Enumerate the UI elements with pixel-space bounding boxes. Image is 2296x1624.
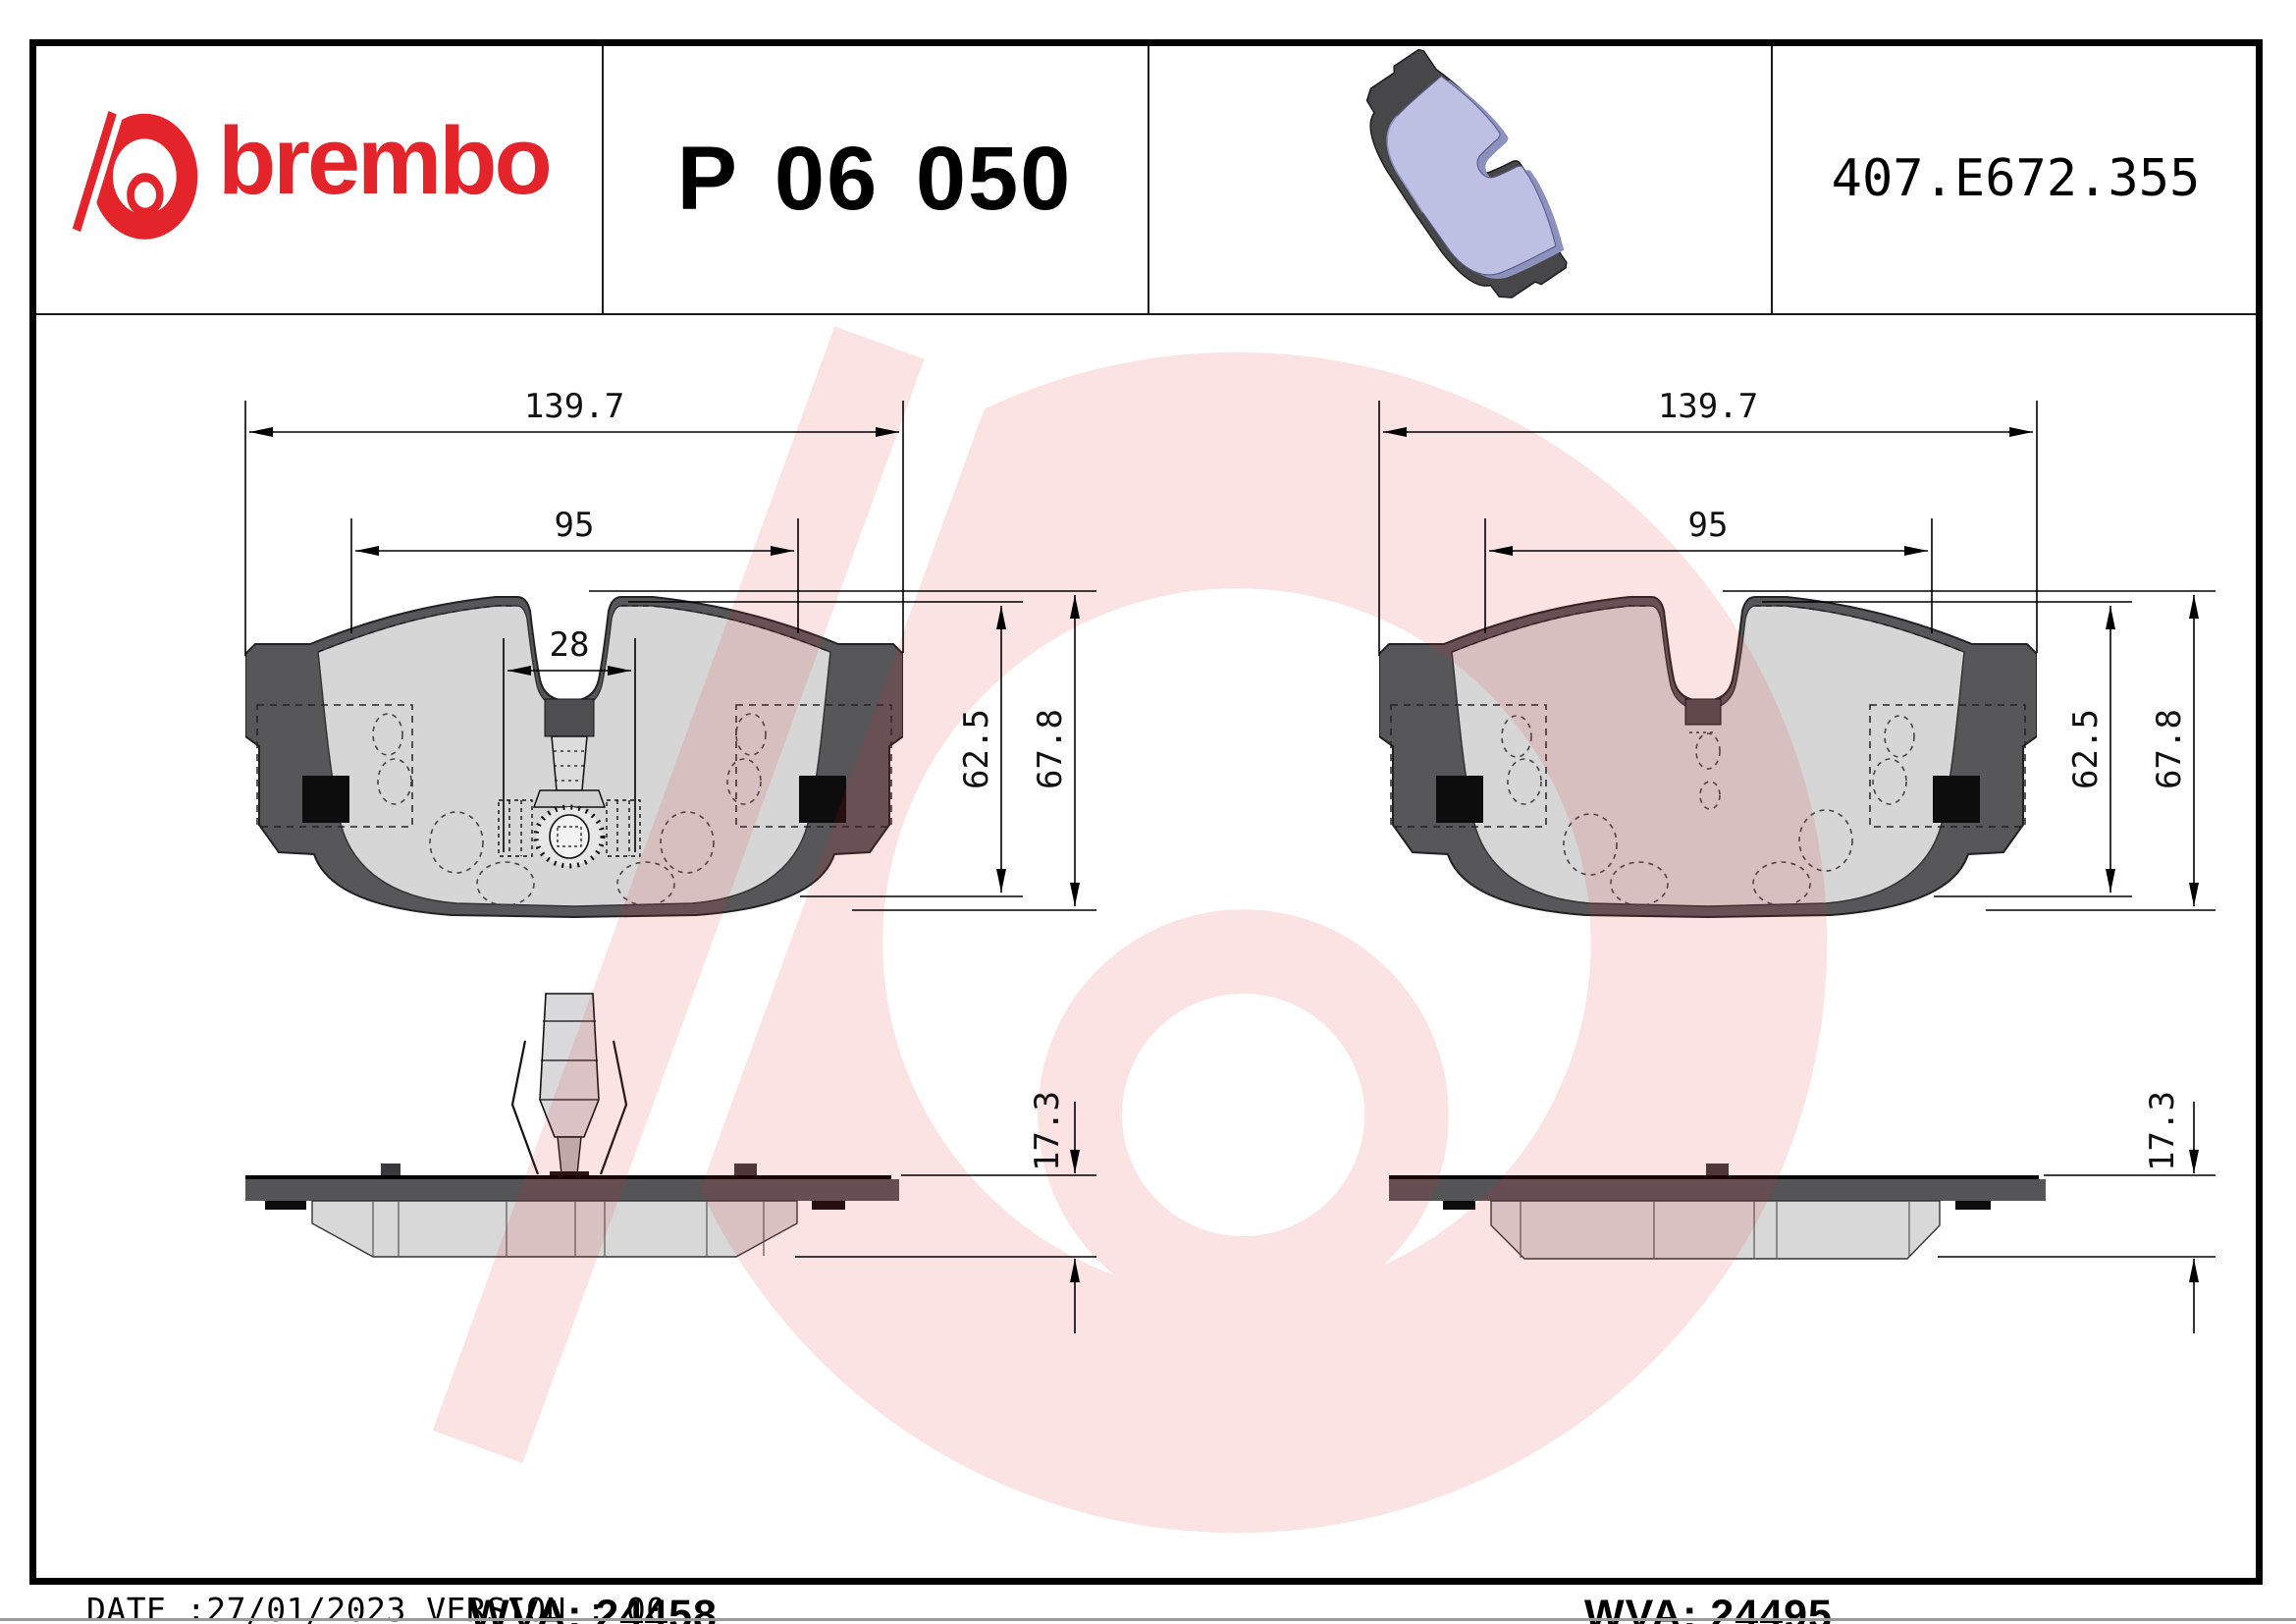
dim-left-thickness: 17.3 xyxy=(1028,1091,1067,1171)
dim-left-sensor-width: 28 xyxy=(550,625,590,665)
left-pad-side-view xyxy=(245,993,899,1258)
right-wva-qty-block: WVA: 24495 QTY: x2 xyxy=(1584,1483,1833,1624)
part-number: P 06 050 xyxy=(676,129,1073,229)
brake-pad-3d-icon xyxy=(1365,48,1568,298)
brembo-disc-logo-icon xyxy=(67,92,204,255)
dim-right-thickness: 17.3 xyxy=(2143,1091,2182,1171)
dim-right-width-total: 139.7 xyxy=(1658,387,1758,426)
brand-wordmark: brembo xyxy=(218,107,553,214)
dim-right-width-inner: 95 xyxy=(1688,506,1729,545)
left-pad-front-view xyxy=(245,596,903,918)
wear-sensor-front xyxy=(498,698,641,869)
dim-left-friction-height: 62.5 xyxy=(957,709,996,789)
dim-right-friction-height: 62.5 xyxy=(2066,709,2106,789)
header-divider-3 xyxy=(1771,46,1773,313)
header-divider-1 xyxy=(602,46,604,313)
header-divider-bottom xyxy=(36,313,2256,315)
dim-left-width-total: 139.7 xyxy=(524,387,624,426)
dim-left-width-inner: 95 xyxy=(555,506,595,545)
dim-right-total-height: 67.8 xyxy=(2150,709,2189,789)
catalog-code: 407.E672.355 xyxy=(1831,149,2201,208)
brembo-disc-watermark-icon xyxy=(369,151,1900,1624)
wear-sensor-side xyxy=(510,993,628,1177)
page-bottom-rule xyxy=(0,1618,2296,1621)
right-pad-front-view xyxy=(1379,596,2037,918)
right-pad-side-view xyxy=(1389,1164,2046,1260)
dim-left-total-height: 67.8 xyxy=(1031,709,1070,789)
header-divider-2 xyxy=(1148,46,1149,313)
sheet-border xyxy=(29,39,2263,1585)
